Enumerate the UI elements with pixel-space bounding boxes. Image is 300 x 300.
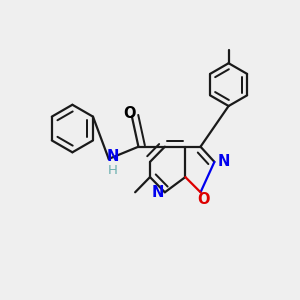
Text: N: N — [107, 149, 119, 164]
Text: O: O — [123, 106, 136, 121]
Text: H: H — [108, 164, 118, 177]
Text: N: N — [217, 154, 230, 169]
Text: O: O — [197, 192, 210, 207]
Text: N: N — [151, 185, 164, 200]
